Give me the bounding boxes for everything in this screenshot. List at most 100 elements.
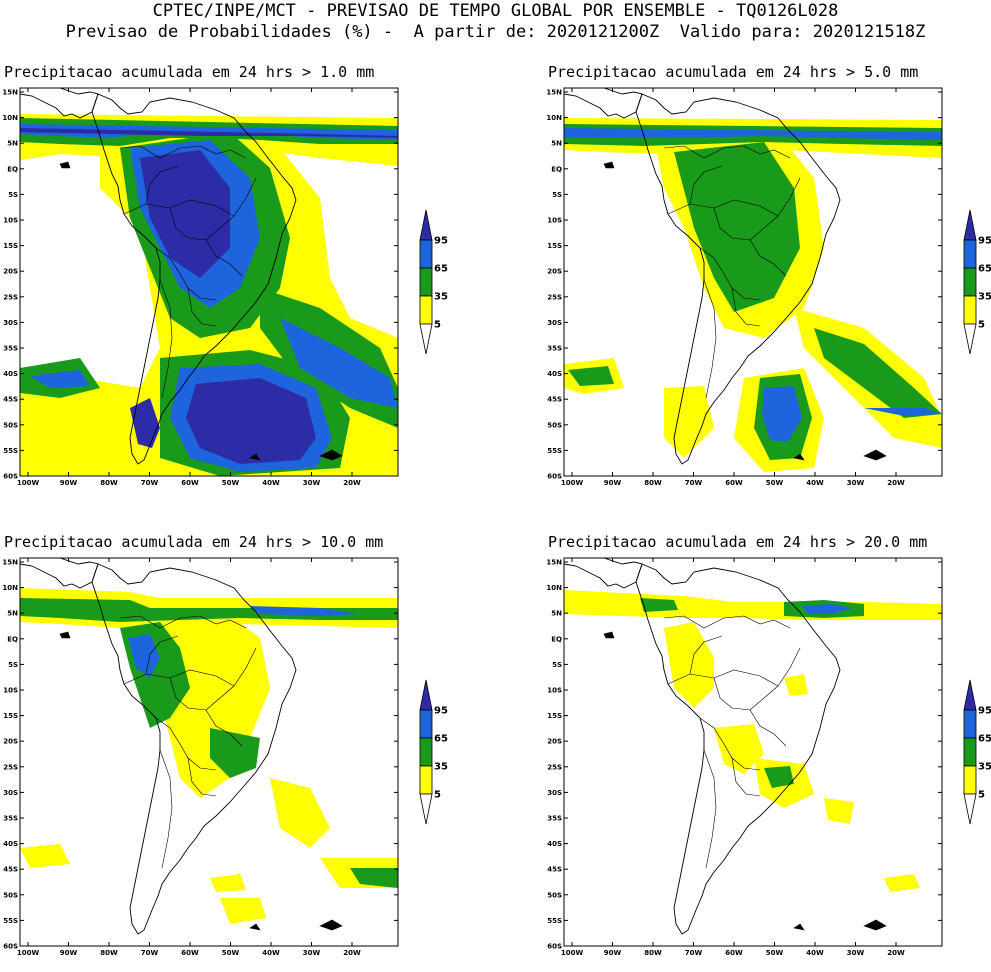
island (603, 631, 615, 639)
central-america-outline (20, 558, 99, 589)
lat-label: 60S (3, 943, 18, 951)
country-border (155, 247, 217, 301)
lat-label: 35S (3, 815, 18, 823)
prob-contour-35 (814, 328, 942, 418)
legend-label: 95 (978, 236, 991, 247)
prob-contour-5 (20, 844, 70, 868)
island (319, 919, 343, 931)
lat-label: 35S (547, 345, 562, 353)
legend-swatch (963, 709, 977, 739)
lat-label: 45S (547, 396, 562, 404)
lat-label: 15S (547, 712, 562, 720)
legend-swatch (963, 295, 977, 325)
lat-label: EQ (551, 635, 562, 643)
lat-label: 25S (3, 293, 18, 301)
lat-label: 15S (3, 242, 18, 250)
color-legend-3: 5 35 65 95 (416, 678, 456, 828)
legend-label: 65 (978, 264, 991, 275)
lon-label: 50W (766, 479, 784, 487)
island (249, 923, 261, 931)
lon-label: 30W (847, 949, 865, 957)
lat-label: EQ (551, 165, 562, 173)
header-subtitle: Previsao de Probabilidades (%) - A parti… (65, 22, 926, 42)
country-border (123, 199, 235, 217)
central-america-outline (564, 88, 643, 119)
central-america-outline (564, 558, 643, 589)
island (793, 453, 805, 461)
lat-label: 15S (547, 242, 562, 250)
country-border (199, 615, 247, 629)
lon-label: 90W (604, 949, 622, 957)
prob-contour-35 (640, 598, 678, 612)
prob-contour-5 (220, 898, 266, 924)
lon-label: 90W (604, 479, 622, 487)
legend-swatch (419, 267, 433, 297)
legend-swatch (963, 765, 977, 795)
lat-label: 30S (547, 319, 562, 327)
lat-label: 5S (8, 191, 18, 199)
panel-2-title: Precipitacao acumulada em 24 hrs > 5.0 m… (548, 63, 919, 81)
map-frame (563, 557, 943, 947)
lon-label: 40W (806, 479, 824, 487)
legend-swatch (419, 239, 433, 269)
legend-swatch-95-plus (963, 209, 977, 241)
prob-contour-65 (864, 408, 942, 416)
south-america-outline (91, 93, 297, 465)
lat-label: 55S (547, 917, 562, 925)
prob-contour-5 (270, 778, 330, 848)
lat-label: 5N (7, 610, 18, 618)
country-border (663, 615, 745, 629)
lat-label: 25S (547, 293, 562, 301)
lon-label: 80W (644, 479, 662, 487)
lat-label: 10N (2, 114, 18, 122)
lat-label: 55S (547, 447, 562, 455)
south-america-outline (635, 93, 841, 465)
lat-label: 50S (3, 891, 18, 899)
lon-label: 20W (887, 949, 905, 957)
lat-label: 10S (3, 687, 18, 695)
lon-label: 100W (17, 949, 40, 957)
lon-label: 60W (725, 949, 743, 957)
country-border (159, 749, 173, 869)
prob-contour-65 (30, 370, 90, 388)
legend-label: 35 (978, 762, 991, 773)
lat-label: EQ (7, 165, 18, 173)
lat-label: 15N (2, 559, 18, 567)
lon-label: 70W (141, 479, 159, 487)
lat-label: 10N (546, 114, 562, 122)
country-border (119, 145, 201, 159)
country-border (119, 615, 201, 629)
lat-label: 20S (547, 268, 562, 276)
lat-label: 10S (547, 687, 562, 695)
lon-label: 60W (181, 949, 199, 957)
color-legend-1: 5 35 65 95 (416, 208, 456, 358)
lon-label: 50W (222, 949, 240, 957)
lat-label: 60S (547, 943, 562, 951)
map-panel-20mm: 15N 10N 5N EQ 5S 10S 15S 20S 25S 30S 35S 40S 45S 50S 5… (544, 552, 954, 972)
lon-label: 60W (181, 479, 199, 487)
lon-label: 30W (847, 479, 865, 487)
lon-label: 100W (561, 949, 584, 957)
lat-label: 10S (547, 217, 562, 225)
legend-swatch-below-5 (419, 323, 433, 355)
lon-label: 50W (766, 949, 784, 957)
prob-contour-5 (884, 874, 920, 892)
lat-label: 60S (3, 473, 18, 481)
legend-swatch-below-5 (963, 793, 977, 825)
lon-label: 50W (222, 479, 240, 487)
country-border (749, 647, 801, 711)
lat-label: 40S (3, 840, 18, 848)
prob-contour-35 (20, 598, 398, 622)
lat-label: 30S (3, 789, 18, 797)
prob-contour-65 (250, 606, 360, 616)
lat-label: 35S (3, 345, 18, 353)
lat-label: 20S (3, 738, 18, 746)
country-border (731, 757, 761, 797)
lat-label: 55S (3, 447, 18, 455)
lat-label: 50S (547, 891, 562, 899)
legend-swatch (963, 267, 977, 297)
color-legend-2: 5 35 65 95 (960, 208, 991, 358)
country-border (699, 247, 761, 301)
lat-label: 20S (3, 268, 18, 276)
prob-contour-65 (802, 604, 852, 614)
